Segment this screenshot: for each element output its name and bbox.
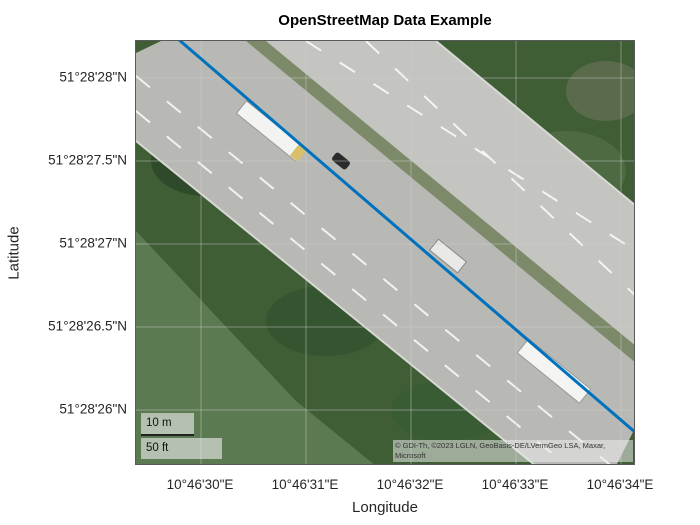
map-title: OpenStreetMap Data Example xyxy=(278,12,492,29)
road-edge-line xyxy=(136,140,536,464)
ytick-label: 51°28'27"N xyxy=(59,235,127,251)
scale-bar-imperial: 50 ft xyxy=(141,438,222,459)
xtick-label: 10°46'30"E xyxy=(166,477,234,492)
y-axis-label: Latitude xyxy=(5,226,23,280)
xtick-label: 10°46'33"E xyxy=(481,477,549,492)
shrub-cluster xyxy=(566,61,634,121)
scale-bar-line xyxy=(141,434,194,436)
lane-marking xyxy=(136,75,611,464)
map-attribution: © GDI-Th, ©2023 LGLN, GeoBasis-DE/LVermG… xyxy=(393,440,633,462)
x-axis-label: Longitude xyxy=(352,499,418,516)
highway-carriageway xyxy=(136,41,634,464)
lane-marking xyxy=(305,41,634,251)
scale-metric-label: 10 m xyxy=(146,417,172,429)
highway-carriageway xyxy=(266,41,634,345)
highway-median xyxy=(246,41,634,362)
scale-imperial-label: 50 ft xyxy=(146,442,169,454)
xtick-label: 10°46'31"E xyxy=(271,477,339,492)
xtick-label: 10°46'34"E xyxy=(586,477,654,492)
field-area xyxy=(136,231,374,464)
ytick-label: 51°28'26.5"N xyxy=(48,318,127,334)
satellite-basemap xyxy=(136,41,635,464)
car-vehicle xyxy=(332,152,350,170)
ytick-label: 51°28'26"N xyxy=(59,401,127,417)
road-edge-line xyxy=(435,41,634,206)
map-grid xyxy=(136,41,634,464)
ytick-label: 51°28'27.5"N xyxy=(48,152,127,168)
scale-bar-metric: 10 m xyxy=(141,413,194,434)
van-vehicle xyxy=(428,238,468,274)
truck-vehicle xyxy=(516,338,592,404)
osm-road-line[interactable] xyxy=(178,41,635,434)
map-view[interactable] xyxy=(135,40,635,465)
ytick-label: 51°28'28"N xyxy=(59,69,127,85)
xtick-label: 10°46'32"E xyxy=(376,477,444,492)
